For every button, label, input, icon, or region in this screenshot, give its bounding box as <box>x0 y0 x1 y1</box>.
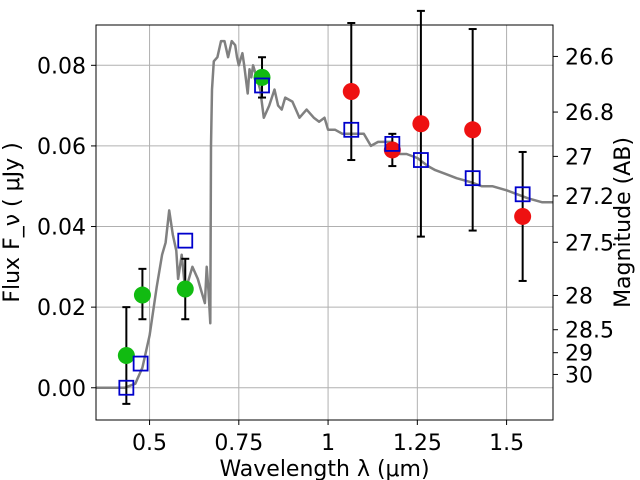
y-tick-label-4: 0.08 <box>37 54 86 79</box>
data-point-1-0 <box>117 347 135 365</box>
x-tick-label-1: 0.75 <box>214 431 263 456</box>
x-tick-label-3: 1.25 <box>393 431 442 456</box>
x-tick-label-2: 1 <box>321 431 335 456</box>
data-point-2-4 <box>514 207 532 225</box>
model-band-marker-5 <box>384 136 401 152</box>
y-right-tick-label-7: 29 <box>565 342 593 367</box>
y-right-tick-label-0: 26.6 <box>565 45 614 70</box>
y-right-tick-label-6: 28.5 <box>565 319 614 344</box>
model-band-marker-1 <box>132 355 149 372</box>
data-point-2-1 <box>383 141 401 159</box>
model-band-marker-3 <box>254 77 270 94</box>
data-point-1-1 <box>133 286 151 304</box>
data-point-1-2 <box>176 280 194 298</box>
model-band-marker-4 <box>343 121 360 138</box>
plot-frame <box>95 24 554 421</box>
data-point-1-3 <box>253 68 271 86</box>
y-tick-label-2: 0.04 <box>37 216 86 241</box>
x-axis-ticks: 0.5 0.75 1 1.25 1.5 <box>132 420 524 456</box>
model-band-marker-2 <box>177 232 194 249</box>
y-right-tick-label-5: 28 <box>565 284 593 309</box>
data-point-2-3 <box>464 121 482 139</box>
y-right-tick-label-8: 30 <box>565 363 593 388</box>
data-points <box>117 68 532 396</box>
y-tick-label-1: 0.02 <box>37 296 86 321</box>
y-right-tick-label-4: 27.5 <box>565 231 614 256</box>
model-band-marker-8 <box>514 186 531 203</box>
model-spectrum-line <box>96 39 553 390</box>
y-axis-label: Flux F_ν ( μJy ) <box>0 142 25 302</box>
data-point-2-2 <box>412 115 430 133</box>
x-tick-label-4: 1.5 <box>489 431 524 456</box>
y-right-tick-label-3: 27.2 <box>565 185 614 210</box>
y-tick-label-0: 0.00 <box>37 377 86 402</box>
grid <box>96 25 553 420</box>
y-right-tick-label-2: 27 <box>565 145 593 170</box>
y-right-axis-label: Magnitude (AB) <box>611 137 636 308</box>
y-axis-ticks: 0.00 0.02 0.04 0.06 0.08 <box>37 54 96 402</box>
y-right-tick-label-1: 26.8 <box>565 101 614 126</box>
data-point-2-0 <box>342 83 360 101</box>
error-bars <box>122 9 527 405</box>
y-tick-label-3: 0.06 <box>37 135 86 160</box>
x-tick-label-0: 0.5 <box>132 431 167 456</box>
model-band-marker-6 <box>412 152 429 168</box>
model-band-marker-7 <box>464 170 481 187</box>
x-axis-label: Wavelength λ (μm) <box>219 457 429 480</box>
model-spectrum <box>96 39 553 390</box>
model-band-marker-0 <box>118 379 135 396</box>
